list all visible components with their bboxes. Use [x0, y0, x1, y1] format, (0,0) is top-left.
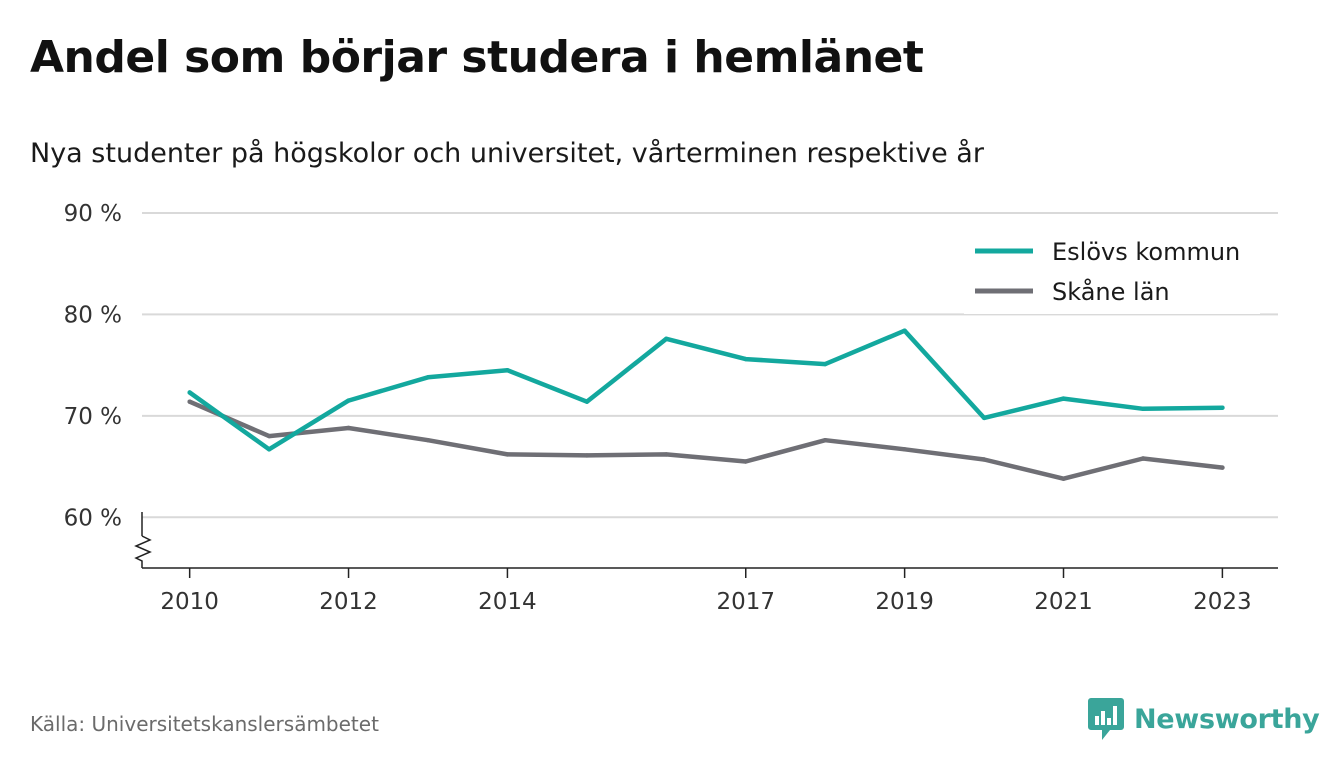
series-line-1 [187, 399, 1225, 481]
data-point-1-2015 [584, 453, 590, 458]
gridlines [142, 212, 1278, 519]
x-tick-label: 2019 [875, 589, 934, 615]
data-point-0-2022 [1140, 406, 1146, 411]
newsworthy-brand-name: Newsworthy [1134, 703, 1320, 735]
y-tick-label: 60 % [64, 505, 122, 531]
data-point-0-2017 [743, 356, 748, 362]
legend-label-skane: Skåne län [1052, 277, 1170, 306]
chart-subtitle: Nya studenter på högskolor och universit… [30, 138, 984, 169]
data-point-0-2018 [823, 361, 828, 367]
legend-label-eslovs: Eslövs kommun [1052, 238, 1240, 266]
data-point-0-2021 [1061, 396, 1066, 401]
data-point-0-2019 [902, 328, 907, 333]
series-line-0 [187, 328, 1225, 452]
data-point-1-2023 [1220, 465, 1225, 470]
data-point-0-2020 [981, 415, 987, 421]
legend-background [964, 228, 1260, 314]
y-tick-label: 90 % [64, 201, 122, 227]
x-axis-ticks: 2010 2012 2014 2017 2019 2021 2023 [160, 568, 1252, 615]
x-tick-label: 2017 [716, 589, 775, 615]
axis-break-icon [134, 535, 152, 568]
data-point-1-2020 [981, 457, 987, 462]
newsworthy-logo-icon [1088, 698, 1124, 740]
data-point-0-2016 [664, 336, 669, 341]
data-point-1-2017 [743, 459, 748, 464]
data-point-1-2013 [425, 438, 431, 443]
data-point-1-2011 [266, 433, 272, 439]
line-chart: 60 % 70 % 80 % 90 % 2010 2012 2014 2017 2019 202… [64, 201, 1278, 615]
data-point-1-2022 [1140, 456, 1146, 461]
data-point-1-2014 [505, 452, 510, 457]
data-point-1-2021 [1061, 476, 1066, 481]
data-point-0-2014 [505, 368, 510, 373]
legend: Eslövs kommun Skåne län [964, 228, 1260, 314]
chart-title: Andel som börjar studera i hemlänet [30, 32, 924, 83]
data-point-1-2016 [664, 452, 669, 457]
data-point-1-2012 [346, 425, 351, 431]
x-tick-label: 2023 [1193, 589, 1252, 615]
y-tick-label: 80 % [64, 302, 122, 328]
x-tick-label: 2010 [160, 589, 219, 615]
data-point-0-2013 [425, 375, 431, 380]
data-point-0-2023 [1220, 405, 1225, 410]
y-tick-label: 70 % [64, 404, 122, 430]
data-point-0-2010 [187, 390, 192, 395]
axes [134, 512, 1278, 569]
series-lines [187, 328, 1225, 481]
data-point-0-2012 [346, 398, 351, 403]
data-point-1-2010 [187, 399, 192, 404]
data-point-0-2011 [266, 447, 272, 452]
newsworthy-logo: Newsworthy [1088, 697, 1320, 741]
x-tick-label: 2021 [1034, 589, 1093, 615]
x-tick-label: 2014 [478, 589, 537, 615]
data-point-0-2015 [584, 399, 590, 404]
y-axis-tick-labels: 60 % 70 % 80 % 90 % [64, 201, 122, 531]
data-point-1-2018 [823, 438, 828, 443]
x-tick-label: 2012 [319, 589, 378, 615]
data-point-1-2019 [902, 447, 907, 452]
source-note: Källa: Universitetskanslersämbetet [30, 712, 379, 736]
